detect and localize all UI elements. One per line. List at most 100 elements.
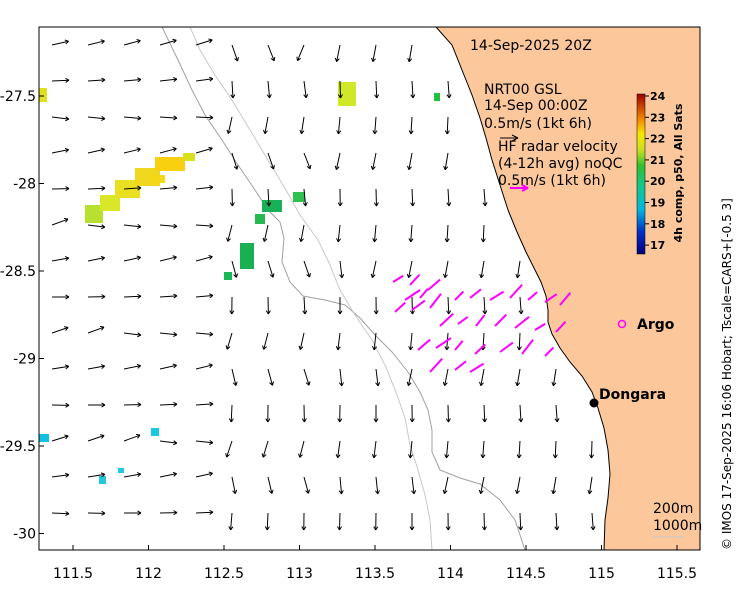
current-vector xyxy=(226,332,233,350)
current-vector xyxy=(231,476,236,494)
current-vector-head xyxy=(442,489,448,494)
hf-vector xyxy=(454,360,467,371)
current-vector xyxy=(483,404,486,423)
current-vector-head xyxy=(481,526,487,531)
current-vector xyxy=(299,440,305,458)
current-vector-head xyxy=(234,57,239,62)
current-vector xyxy=(123,187,141,190)
current-vector xyxy=(408,260,413,278)
current-vector-head xyxy=(370,273,376,278)
current-vector xyxy=(339,476,343,494)
current-vector-head xyxy=(233,273,239,278)
current-vector-head xyxy=(172,38,177,44)
current-vector xyxy=(267,188,270,207)
current-vector-head xyxy=(269,273,275,278)
current-vector-head xyxy=(373,310,379,315)
current-vector xyxy=(339,260,343,278)
current-vector xyxy=(123,332,141,336)
current-vector-head xyxy=(515,273,521,279)
current-vector-head xyxy=(137,293,142,299)
current-vector-head xyxy=(100,364,106,370)
current-vector-head xyxy=(229,202,235,207)
current-vector-head xyxy=(101,402,106,408)
current-vector-head xyxy=(99,325,105,331)
current-vector xyxy=(375,188,378,207)
hf-vector xyxy=(454,340,464,351)
current-vector xyxy=(159,473,177,478)
current-vector xyxy=(519,512,522,531)
current-vector-head xyxy=(173,401,178,407)
current-vector xyxy=(195,294,213,298)
current-vector-head xyxy=(480,238,486,243)
current-vector-head xyxy=(64,434,69,440)
current-vector xyxy=(87,224,105,228)
colorbar-tick-label: 20 xyxy=(650,175,666,188)
current-vector xyxy=(263,332,269,350)
current-vector xyxy=(51,79,70,82)
current-vector xyxy=(195,186,213,190)
current-vector-head xyxy=(552,454,558,459)
current-vector xyxy=(87,116,105,120)
current-vector xyxy=(447,188,450,206)
current-vector-head xyxy=(590,526,596,531)
current-vector xyxy=(159,116,177,119)
current-vector-head xyxy=(336,130,342,135)
current-vector-head xyxy=(374,94,380,99)
current-vector xyxy=(51,474,69,478)
current-vector xyxy=(444,368,449,386)
current-vector-head xyxy=(136,147,141,153)
colorbar-tick-label: 21 xyxy=(650,154,665,167)
current-vector-head xyxy=(136,38,141,44)
current-vector-head xyxy=(339,274,345,279)
hf-vector xyxy=(521,339,534,355)
current-vector xyxy=(159,39,177,46)
hf-vector xyxy=(499,341,514,353)
current-vector-head xyxy=(372,130,378,135)
current-vector xyxy=(123,116,141,119)
current-vector-head xyxy=(65,77,70,83)
current-vector xyxy=(409,440,413,458)
colorbar-tick-label: 22 xyxy=(650,133,665,146)
current-vector-head xyxy=(298,345,304,350)
current-vector xyxy=(267,152,275,170)
current-vector-head xyxy=(301,418,307,423)
current-vector-head xyxy=(209,509,214,515)
current-vector-head xyxy=(298,453,303,458)
current-vector-head xyxy=(65,511,70,517)
current-vector-head xyxy=(135,433,141,439)
hf-vector xyxy=(469,362,485,373)
current-vector xyxy=(337,224,341,242)
current-vector xyxy=(373,224,377,242)
current-vector-head xyxy=(172,471,178,477)
current-vector-head xyxy=(208,471,213,477)
current-vector xyxy=(300,224,305,242)
current-vector-head xyxy=(64,147,70,153)
current-vector-head xyxy=(209,439,214,445)
current-vector-head xyxy=(551,381,557,387)
current-vector-head xyxy=(479,381,484,387)
colorbar-ticks: 24 23 22 21 20 19 18 17 xyxy=(645,90,666,252)
current-vector xyxy=(410,224,413,242)
current-vector xyxy=(51,149,69,154)
colorbar xyxy=(636,93,646,255)
hf-vector xyxy=(544,293,558,303)
current-vector xyxy=(516,368,521,386)
current-vector xyxy=(445,440,449,458)
current-vector xyxy=(87,79,105,82)
current-vector xyxy=(159,440,177,444)
hf-vector xyxy=(469,288,482,299)
hf-vector xyxy=(427,278,441,291)
current-vector xyxy=(262,440,269,458)
current-vector xyxy=(303,296,306,315)
x-tick-label: 112.5 xyxy=(204,566,244,582)
current-vector-head xyxy=(232,489,238,495)
current-vector-head xyxy=(446,94,452,99)
current-vector-head xyxy=(409,310,415,315)
hf-vector xyxy=(474,343,486,355)
current-vector-head xyxy=(301,526,307,531)
current-vector-head xyxy=(589,454,595,459)
current-vector-head xyxy=(336,238,341,243)
hf-vector xyxy=(555,320,567,333)
current-vector-head xyxy=(101,185,106,191)
hf-vector xyxy=(527,291,538,301)
